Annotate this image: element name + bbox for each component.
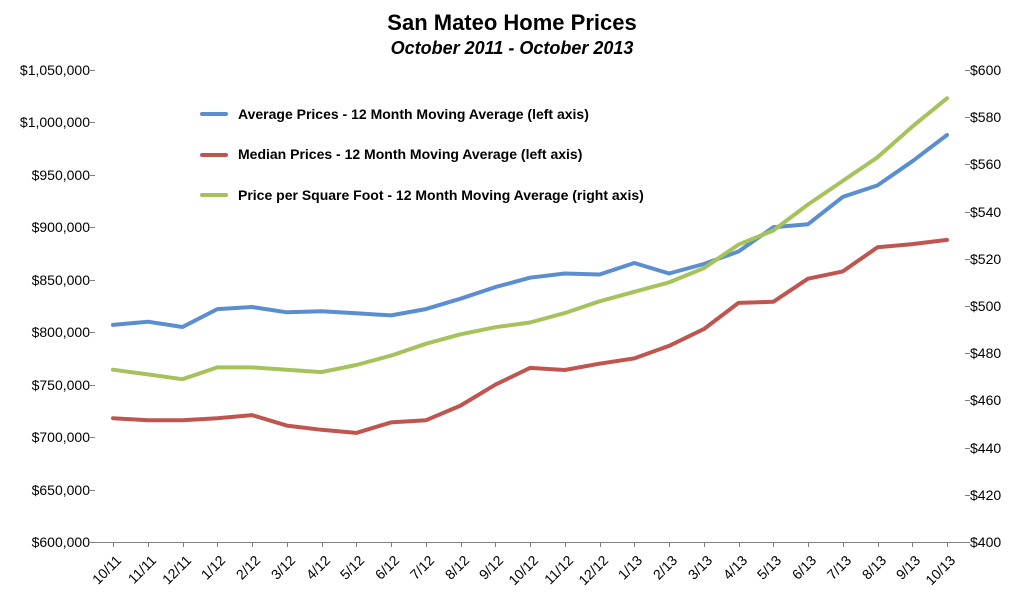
y-left-tick-label: $700,000 [0,429,90,445]
x-tick-label: 9/13 [893,552,924,583]
y-left-tick-label: $750,000 [0,377,90,393]
legend-item: Price per Square Foot - 12 Month Moving … [200,177,644,213]
x-tick-label: 12/11 [158,552,193,587]
x-tick-label: 6/13 [789,552,820,583]
x-tick-label: 11/11 [124,552,159,587]
x-tick-label: 11/12 [541,552,576,587]
x-tick-label: 10/11 [89,552,124,587]
y-right-tick-label: $500 [970,298,1001,314]
y-left-tick-label: $600,000 [0,534,90,550]
legend-label: Average Prices - 12 Month Moving Average… [238,96,589,132]
y-right-tick-label: $580 [970,109,1001,125]
x-tick-label: 8/12 [441,552,472,583]
x-tick-label: 2/12 [233,552,264,583]
x-tick-label: 10/12 [505,552,541,588]
y-left-tick-label: $1,050,000 [0,62,90,78]
x-tick-label: 8/13 [858,552,889,583]
legend-item: Median Prices - 12 Month Moving Average … [200,136,644,172]
y-right-tick-label: $600 [970,62,1001,78]
x-tick-label: 5/13 [754,552,785,583]
y-right-tick-label: $540 [970,204,1001,220]
chart-title: San Mateo Home Prices [0,10,1024,36]
y-right-tick-label: $400 [970,534,1001,550]
chart-legend: Average Prices - 12 Month Moving Average… [200,96,644,217]
x-tick-label: 3/12 [267,552,298,583]
x-tick-label: 9/12 [476,552,507,583]
x-tick-label: 1/13 [615,552,646,583]
legend-item: Average Prices - 12 Month Moving Average… [200,96,644,132]
x-tick-label: 7/12 [406,552,437,583]
legend-label: Price per Square Foot - 12 Month Moving … [238,177,644,213]
x-tick-label: 6/12 [372,552,403,583]
legend-swatch [200,112,228,116]
chart-subtitle: October 2011 - October 2013 [0,38,1024,59]
x-tick-label: 4/12 [302,552,333,583]
y-right-tick-label: $420 [970,487,1001,503]
x-tick-label: 5/12 [337,552,368,583]
y-left-tick-label: $1,000,000 [0,114,90,130]
x-tick-label: 3/13 [684,552,715,583]
legend-label: Median Prices - 12 Month Moving Average … [238,136,582,172]
x-tick-label: 4/13 [719,552,750,583]
y-left-tick-label: $800,000 [0,324,90,340]
y-right-tick-label: $560 [970,156,1001,172]
x-tick-label: 1/12 [198,552,229,583]
x-tick-label: 10/13 [922,552,958,588]
legend-swatch [200,193,228,197]
y-right-tick-label: $480 [970,345,1001,361]
x-tick-label: 2/13 [650,552,681,583]
y-right-tick-label: $460 [970,392,1001,408]
y-right-tick-label: $520 [970,251,1001,267]
x-tick-label: 7/13 [823,552,854,583]
y-right-tick-label: $440 [970,440,1001,456]
legend-swatch [200,153,228,157]
y-left-tick-label: $950,000 [0,167,90,183]
series-line [113,240,947,433]
y-left-tick-label: $650,000 [0,482,90,498]
chart-container: San Mateo Home Prices October 2011 - Oct… [0,0,1024,602]
y-left-tick-label: $850,000 [0,272,90,288]
x-tick-label: 12/12 [575,552,611,588]
y-left-tick-label: $900,000 [0,219,90,235]
